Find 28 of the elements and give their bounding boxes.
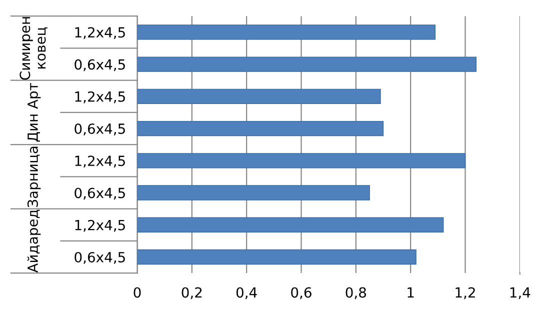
bar bbox=[137, 185, 370, 200]
bar bbox=[137, 249, 416, 265]
bar bbox=[137, 88, 381, 104]
bar bbox=[137, 120, 384, 136]
x-tick-label: 0,2 bbox=[182, 287, 202, 300]
y-tick-label: 0,6x4,5 bbox=[74, 188, 125, 200]
y-tick-label: 0,6x4,5 bbox=[74, 59, 125, 72]
y-tick-label: 1,2x4,5 bbox=[75, 27, 125, 40]
x-tick-label: 0,8 bbox=[346, 287, 366, 300]
x-tick-label: 1,2 bbox=[456, 287, 475, 300]
bar bbox=[137, 24, 436, 40]
y-tick-label: 1,2x4,5 bbox=[75, 220, 125, 232]
text: Дин Арт bbox=[28, 82, 41, 142]
bar bbox=[137, 56, 477, 72]
y-tick-label: 1,2x4,5 bbox=[75, 156, 125, 168]
text: Симирен ковец bbox=[20, 17, 48, 80]
x-tick-label: 0 bbox=[134, 287, 141, 298]
y-tick-label: 1,2x4,5 bbox=[75, 91, 125, 104]
text: Зарница bbox=[27, 146, 41, 207]
x-tick-label: 1,4 bbox=[510, 287, 530, 300]
bar bbox=[137, 153, 466, 168]
y-tick-label: 0,6x4,5 bbox=[74, 123, 125, 136]
y-tick-label: 0,6x4,5 bbox=[74, 252, 125, 264]
x-tick-label: 0,4 bbox=[236, 287, 257, 300]
x-tick-label: 0,6 bbox=[291, 287, 312, 300]
bar bbox=[137, 217, 444, 232]
x-tick-label: 1 bbox=[408, 287, 414, 298]
text: Айдаред bbox=[27, 210, 41, 273]
